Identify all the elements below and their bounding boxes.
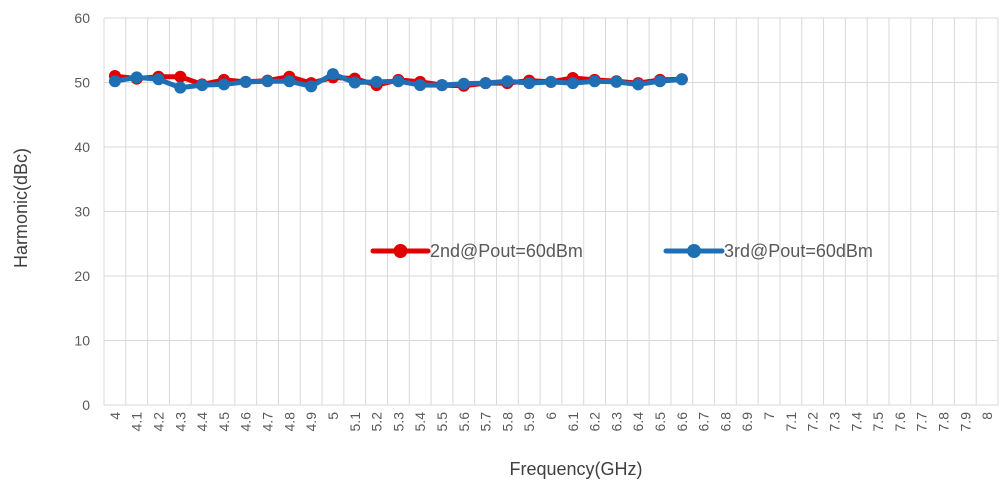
x-axis-ticks: 4 4.1 4.2 4.3 4.4 4.5 4.6 4.7 4.8 4.9 5 5.1 5.2 5.3 5.…: [107, 412, 995, 432]
x-tick-label: 6.7: [696, 412, 712, 432]
x-tick-label: 8: [979, 412, 995, 420]
x-tick-label: 7.6: [892, 412, 908, 432]
data-point: [108, 75, 121, 88]
data-point: [130, 71, 143, 84]
x-tick-label: 7.2: [805, 412, 821, 432]
x-tick-label: 7.4: [848, 412, 864, 432]
legend-label: 2nd@Pout=60dBm: [430, 241, 583, 261]
x-tick-label: 6: [543, 412, 559, 420]
series-group: [108, 68, 688, 94]
x-tick-label: 7.5: [870, 412, 886, 432]
x-tick-label: 6.4: [630, 412, 646, 432]
legend-item-2: 3rd@Pout=60dBm: [663, 241, 873, 261]
x-tick-label: 7: [761, 412, 777, 420]
x-tick-label: 4.5: [216, 412, 232, 432]
data-point: [217, 78, 230, 91]
x-tick-label: 6.6: [674, 412, 690, 432]
data-point: [588, 75, 601, 88]
y-tick-label: 20: [74, 268, 90, 284]
y-tick-label: 50: [74, 75, 90, 91]
data-point: [479, 77, 492, 90]
data-point: [196, 79, 209, 92]
data-point: [370, 75, 383, 88]
legend-item-1: 2nd@Pout=60dBm: [370, 241, 583, 261]
x-tick-label: 4.3: [172, 412, 188, 432]
x-tick-label: 5.3: [390, 412, 406, 432]
x-tick-label: 6.5: [652, 412, 668, 432]
legend-label: 3rd@Pout=60dBm: [724, 241, 873, 261]
y-tick-label: 30: [74, 204, 90, 220]
data-point: [414, 79, 427, 92]
legend-swatch-marker: [393, 244, 408, 258]
x-tick-label: 5.1: [347, 412, 363, 432]
x-axis-label: Frequency(GHz): [509, 459, 642, 479]
x-tick-label: 7.7: [914, 412, 930, 432]
data-point: [348, 76, 361, 89]
x-tick-label: 6.8: [717, 412, 733, 432]
x-tick-label: 5.4: [412, 412, 428, 432]
series-2: [108, 68, 688, 94]
data-point: [610, 75, 623, 88]
y-tick-label: 60: [74, 10, 90, 26]
data-point: [261, 75, 274, 88]
x-tick-label: 7.3: [826, 412, 842, 432]
x-tick-label: 5: [325, 412, 341, 420]
data-point: [174, 81, 187, 94]
data-point: [174, 70, 187, 83]
x-tick-label: 7.9: [957, 412, 973, 432]
x-tick-label: 4: [107, 412, 123, 420]
data-point: [435, 79, 448, 92]
x-tick-label: 7.8: [935, 412, 951, 432]
data-point: [305, 80, 318, 93]
y-tick-label: 0: [82, 397, 90, 413]
y-axis-label: Harmonic(dBc): [11, 148, 31, 268]
y-tick-label: 40: [74, 139, 90, 155]
x-tick-label: 6.9: [739, 412, 755, 432]
x-tick-label: 5.7: [478, 412, 494, 432]
x-tick-label: 6.1: [565, 412, 581, 432]
x-tick-label: 4.7: [260, 412, 276, 432]
data-point: [632, 78, 645, 91]
x-tick-label: 5.8: [499, 412, 515, 432]
data-point: [239, 75, 252, 88]
x-tick-label: 5.9: [521, 412, 537, 432]
data-point: [283, 75, 296, 88]
data-point: [457, 77, 470, 90]
x-tick-label: 4.6: [238, 412, 254, 432]
x-tick-label: 4.4: [194, 412, 210, 432]
data-point: [326, 68, 339, 81]
data-point: [545, 75, 557, 88]
y-tick-label: 10: [74, 333, 90, 349]
x-tick-label: 5.6: [456, 412, 472, 432]
x-tick-label: 5.5: [434, 412, 450, 432]
x-tick-label: 4.2: [151, 412, 167, 432]
x-tick-label: 5.2: [369, 412, 385, 432]
data-point: [523, 77, 536, 90]
legend: 2nd@Pout=60dBm 3rd@Pout=60dBm: [370, 241, 873, 261]
data-point: [566, 77, 579, 90]
data-point: [675, 73, 688, 86]
x-tick-label: 4.1: [129, 412, 145, 432]
legend-swatch-marker: [687, 244, 701, 258]
y-axis-ticks: 0 10 20 30 40 50 60: [74, 10, 90, 413]
data-point: [654, 75, 667, 88]
x-tick-label: 6.2: [587, 412, 603, 432]
data-point: [152, 73, 165, 86]
data-point: [501, 75, 514, 88]
x-tick-label: 6.3: [608, 412, 624, 432]
x-tick-label: 7.1: [783, 412, 799, 432]
x-tick-label: 4.9: [303, 412, 319, 432]
x-tick-label: 4.8: [281, 412, 297, 432]
data-point: [392, 75, 405, 88]
